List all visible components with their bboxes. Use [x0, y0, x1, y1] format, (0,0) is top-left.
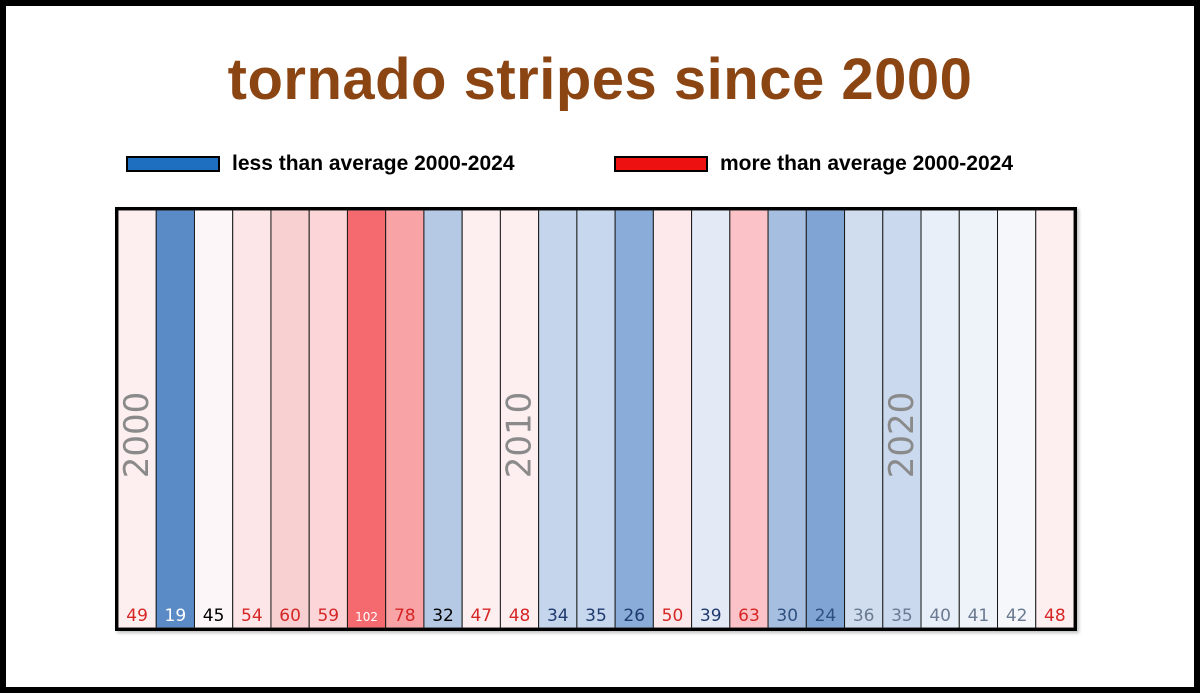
- legend-swatch-less: [126, 156, 220, 172]
- decade-label-2010: 2010: [500, 392, 540, 479]
- stripe-2005: [308, 210, 348, 628]
- stripe-2018: [805, 210, 846, 628]
- legend-label-less: less than average 2000-2024: [232, 152, 515, 175]
- value-label-2006: 102: [355, 610, 378, 624]
- stripes-svg: 49 19 45 54 60 59 102 78 32 47 48 34 35 26 50 39 63 30 24 3…: [118, 210, 1074, 628]
- stripe-2019: [844, 210, 884, 628]
- stripe-2021: [920, 210, 960, 628]
- stripe-2015: [691, 210, 731, 628]
- stripe-2006: [346, 210, 387, 628]
- stripe-2012: [576, 210, 616, 628]
- value-label-2016: 63: [738, 606, 760, 626]
- stripe-2016: [729, 210, 769, 628]
- stripe-2013: [614, 210, 654, 628]
- stripe-2011: [538, 210, 578, 628]
- stripe-2001: [155, 210, 195, 628]
- value-label-2022: 41: [968, 606, 990, 626]
- value-label-2007: 78: [394, 606, 416, 626]
- stripe-2017: [767, 210, 807, 628]
- value-label-2019: 36: [853, 606, 875, 626]
- stripes-plot: 49 19 45 54 60 59 102 78 32 47 48 34 35 26 50 39 63 30 24 3…: [115, 207, 1077, 631]
- stripe-2004: [270, 210, 310, 628]
- stripe-2014: [652, 210, 693, 628]
- stripe-2002: [193, 210, 234, 628]
- value-label-2017: 30: [776, 606, 798, 626]
- stripe-2008: [423, 210, 463, 628]
- value-label-2012: 35: [585, 606, 607, 626]
- stripe-2000: [118, 210, 157, 628]
- value-label-2005: 59: [317, 606, 339, 626]
- value-label-2015: 39: [700, 606, 722, 626]
- value-label-2010: 48: [509, 606, 531, 626]
- value-label-2020: 35: [891, 606, 913, 626]
- stripe-2023: [997, 210, 1037, 628]
- value-label-2004: 60: [279, 606, 301, 626]
- value-label-2013: 26: [623, 606, 645, 626]
- legend-item-more: more than average 2000-2024: [614, 152, 1013, 176]
- legend-item-less: less than average 2000-2024: [126, 152, 515, 176]
- stripe-2022: [958, 210, 999, 628]
- legend-label-more: more than average 2000-2024: [720, 152, 1014, 175]
- decade-label-2000: 2000: [118, 392, 157, 479]
- value-label-2018: 24: [815, 606, 837, 626]
- value-label-2021: 40: [929, 606, 951, 626]
- value-label-2014: 50: [662, 606, 684, 626]
- legend-swatch-more: [614, 156, 708, 172]
- value-label-2003: 54: [241, 606, 263, 626]
- value-label-2023: 42: [1006, 606, 1028, 626]
- value-label-2024: 48: [1044, 606, 1066, 626]
- value-label-2001: 19: [165, 606, 187, 626]
- value-label-2008: 32: [432, 606, 454, 626]
- stripe-2007: [385, 210, 425, 628]
- chart-title: tornado stripes since 2000: [227, 47, 973, 112]
- stripe-2009: [461, 210, 501, 628]
- value-label-2000: 49: [126, 606, 148, 626]
- value-label-2009: 47: [470, 606, 492, 626]
- stripe-2003: [232, 210, 272, 628]
- decade-label-2020: 2020: [882, 392, 922, 479]
- value-label-2011: 34: [547, 606, 569, 626]
- stripe-2020: [882, 210, 922, 628]
- stripe-2024: [1035, 210, 1074, 628]
- value-label-2002: 45: [203, 606, 225, 626]
